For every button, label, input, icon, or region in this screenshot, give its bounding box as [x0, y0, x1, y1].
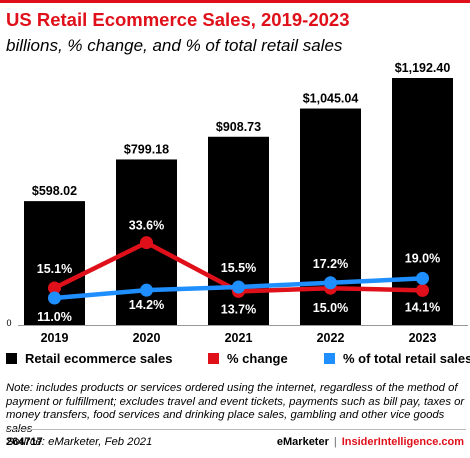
share-point-2021: [232, 280, 245, 294]
bar-value-label-2020: $799.18: [124, 142, 169, 156]
change-point-2019: [48, 281, 61, 295]
x-tick-label-2020: 2020: [133, 331, 161, 345]
x-tick-label-2019: 2019: [41, 331, 69, 345]
change-label-2020: 33.6%: [129, 219, 164, 233]
chart-area: 0 $598.02 2019 $799.18 2020 $908.73 2021 $1,045…: [6, 61, 468, 345]
legend-swatch-sales: [6, 353, 17, 364]
share-point-2023: [416, 271, 429, 285]
legend-item-change: % change: [208, 351, 288, 366]
share-point-2019: [48, 291, 61, 305]
chart-id: 264717: [6, 436, 43, 448]
source-text: Source: eMarketer, Feb 2021: [6, 436, 153, 449]
share-point-2022: [324, 276, 337, 290]
share-label-2020: 14.2%: [129, 298, 164, 312]
brand-separator: |: [333, 436, 337, 448]
share-label-2023: 19.0%: [405, 251, 440, 265]
legend-item-sales: Retail ecommerce sales: [6, 351, 172, 366]
top-accent-bar: [0, 0, 470, 3]
change-point-2023: [416, 283, 429, 297]
brand-insider-intelligence: InsiderIntelligence.com: [341, 436, 464, 448]
legend-label-sales: Retail ecommerce sales: [25, 351, 173, 366]
bar-value-label-2019: $598.02: [32, 184, 77, 198]
footer-divider: [6, 429, 466, 430]
chart-legend: Retail ecommerce sales % change % of tot…: [6, 351, 470, 369]
chart-title: US Retail Ecommerce Sales, 2019-2023: [6, 9, 350, 30]
x-tick-label-2021: 2021: [225, 331, 253, 345]
bar-value-label-2021: $908.73: [216, 120, 261, 134]
chart-subtitle: billions, % change, and % of total retai…: [6, 36, 343, 55]
brand-emarketer: eMarketer: [276, 436, 329, 448]
change-label-2022: 15.0%: [313, 301, 348, 315]
chart-note: Note: includes products or services orde…: [6, 382, 468, 450]
legend-swatch-share: [324, 353, 335, 364]
note-text: Note: includes products or services orde…: [6, 382, 465, 435]
share-label-2019: 11.0%: [37, 310, 72, 324]
x-tick-label-2022: 2022: [317, 331, 345, 345]
legend-label-change: % change: [227, 351, 288, 366]
change-label-2019: 15.1%: [37, 262, 72, 276]
change-label-2021: 13.7%: [221, 302, 256, 316]
change-point-2020: [140, 236, 153, 250]
legend-label-share: % of total retail sales: [343, 351, 470, 366]
legend-item-share: % of total retail sales: [324, 351, 470, 366]
legend-swatch-change: [208, 353, 219, 364]
change-label-2023: 14.1%: [405, 300, 440, 314]
share-point-2020: [140, 283, 153, 297]
x-tick-label-2023: 2023: [409, 331, 437, 345]
share-label-2021: 15.5%: [221, 261, 256, 275]
footer-brand: eMarketer | InsiderIntelligence.com: [277, 436, 464, 448]
share-label-2022: 17.2%: [313, 257, 348, 271]
y-axis-tick-zero: 0: [6, 318, 11, 328]
bar-value-label-2022: $1,045.04: [303, 92, 359, 106]
bar-value-label-2023: $1,192.40: [395, 61, 451, 75]
